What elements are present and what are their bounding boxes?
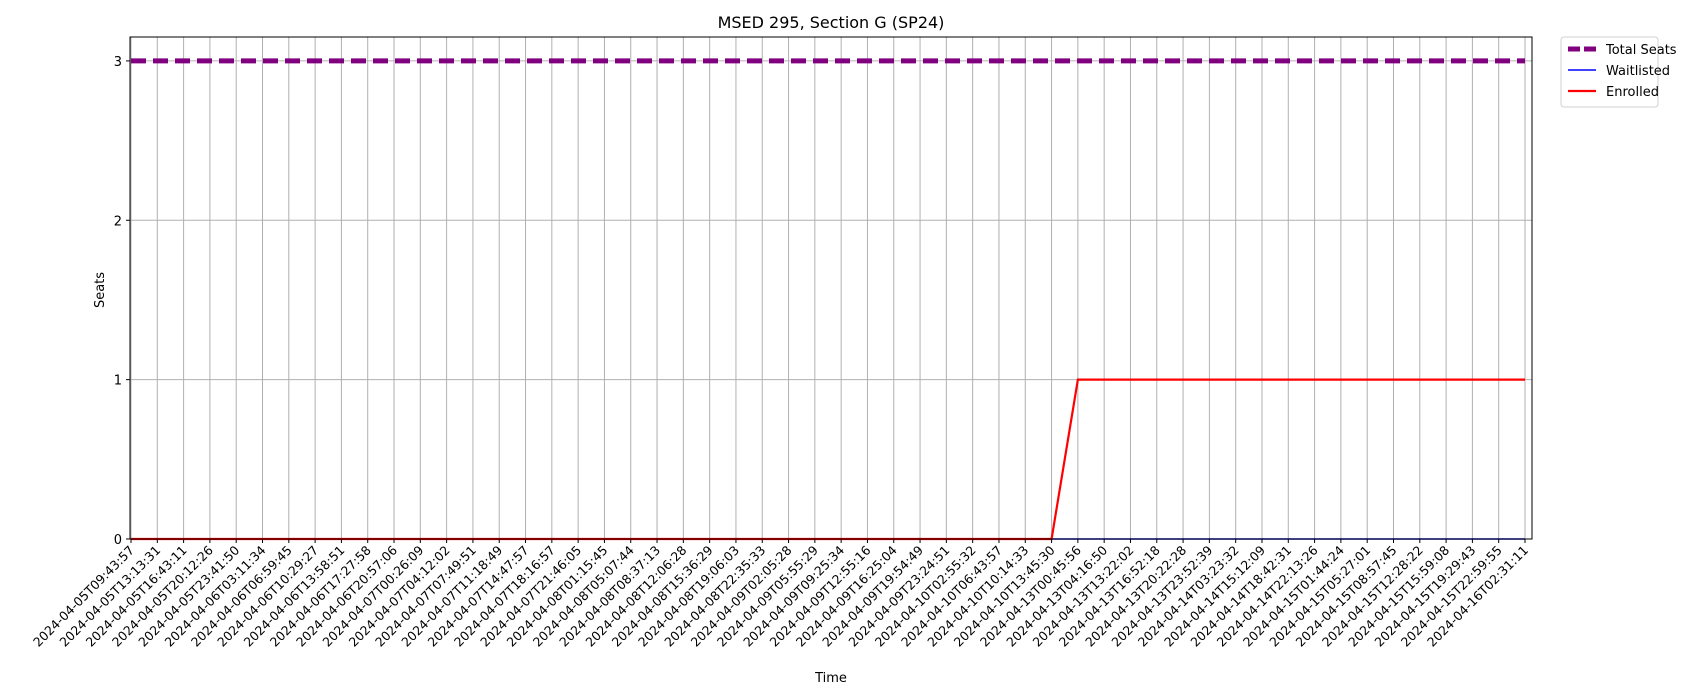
y-axis: 0 1 2 3 <box>114 55 130 548</box>
x-axis-label: Time <box>814 671 847 686</box>
plot-frame <box>129 36 1533 540</box>
series-lines <box>131 58 1525 541</box>
series-line-enrolled <box>131 378 1525 541</box>
legend: Total Seats Waitlisted Enrolled <box>1560 36 1677 108</box>
y-tick-label: 2 <box>114 214 122 229</box>
x-axis: 2024-04-05T09:43:572024-04-05T13:13:3120… <box>30 539 1531 650</box>
y-tick-label: 0 <box>114 533 122 548</box>
legend-label: Waitlisted <box>1606 64 1670 79</box>
y-tick-label: 1 <box>114 374 122 389</box>
legend-label: Enrolled <box>1606 85 1659 100</box>
legend-label: Total Seats <box>1605 43 1677 58</box>
legend-box <box>1560 36 1659 108</box>
y-axis-label: Seats <box>93 272 108 308</box>
chart-title: MSED 295, Section G (SP24) <box>718 13 945 32</box>
grid-lines <box>130 37 1532 540</box>
y-tick-label: 3 <box>114 55 122 70</box>
